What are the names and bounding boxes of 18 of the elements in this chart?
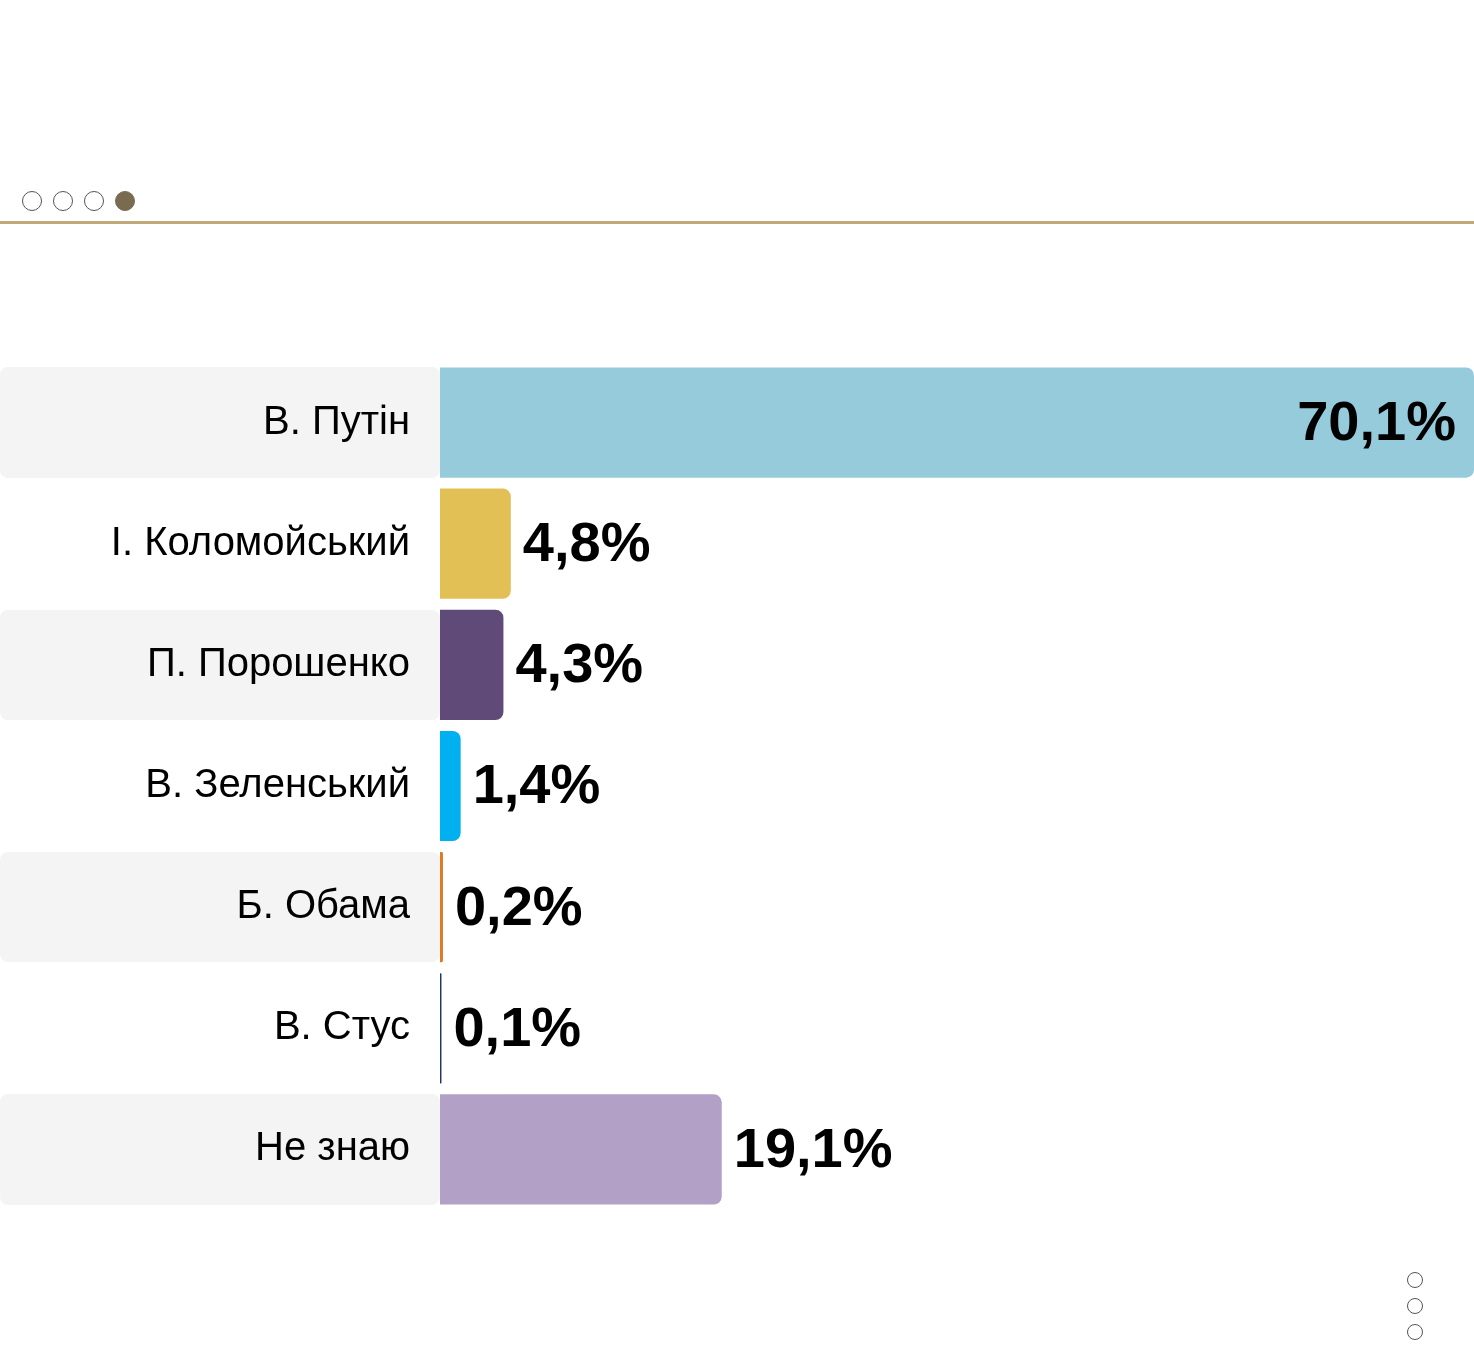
bar	[440, 730, 461, 842]
data-label: 70,1%	[1297, 389, 1456, 453]
bar	[440, 609, 504, 720]
bar	[440, 852, 443, 963]
y-tick-label: Не знаю	[255, 1124, 410, 1169]
y-tick-label: І. Коломойський	[110, 518, 410, 563]
y-tick-label: Б. Обама	[236, 882, 411, 927]
data-label: 1,4%	[472, 752, 601, 816]
data-label: 0,2%	[454, 873, 583, 937]
y-tick-label: В. Путін	[263, 397, 410, 442]
bar	[440, 488, 511, 599]
data-label: 4,3%	[515, 631, 644, 695]
data-label: 0,1%	[453, 994, 582, 1058]
y-tick-label: В. Стус	[273, 1003, 410, 1048]
data-label: 19,1%	[733, 1115, 893, 1179]
y-tick-label: В. Зеленський	[145, 761, 410, 806]
y-tick-label: П. Порошенко	[146, 639, 410, 684]
data-label: 4,8%	[522, 510, 651, 574]
